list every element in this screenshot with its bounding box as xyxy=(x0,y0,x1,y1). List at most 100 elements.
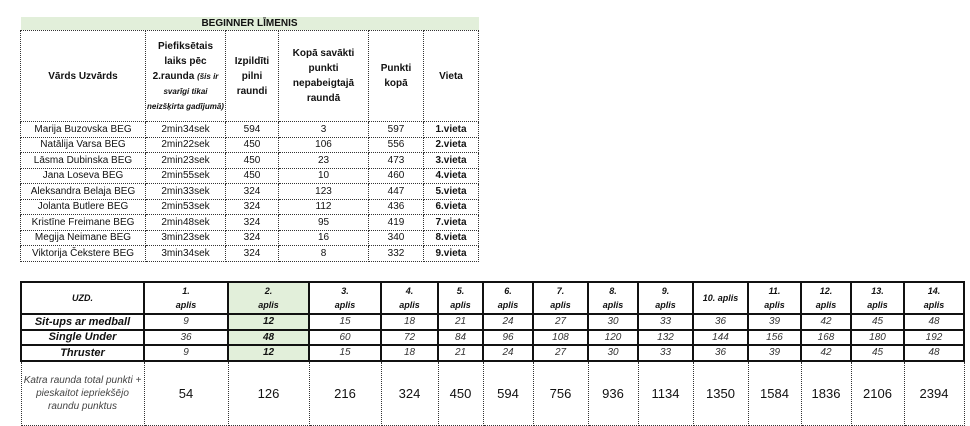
header-round: 6. aplis xyxy=(482,281,534,315)
rep-cell: 24 xyxy=(482,344,534,362)
rounds-table: UZD. 1. aplis 2. aplis 3. aplis 4. aplis 5. aplis 6… xyxy=(20,281,965,426)
round-number: 2. xyxy=(264,286,273,296)
rep-cell: 24 xyxy=(482,313,534,331)
round-word: aplis xyxy=(815,300,837,310)
header-round: 14. aplis xyxy=(903,281,965,315)
cell-total: 419 xyxy=(368,214,424,231)
cell-rounds: 324 xyxy=(225,198,279,215)
total-cell: 2106 xyxy=(850,360,905,426)
header-round: 3. aplis xyxy=(308,281,382,315)
rep-cell: 144 xyxy=(692,328,749,346)
cell-total: 460 xyxy=(368,167,424,184)
cell-rounds: 324 xyxy=(225,245,279,262)
rep-cell: 15 xyxy=(308,344,382,362)
header-place: Vieta xyxy=(422,30,480,122)
rep-cell: 45 xyxy=(850,344,905,362)
header-time-note: (šis ir svarīgi tikai neizšķirta gadījum… xyxy=(147,71,224,111)
cell-rounds: 324 xyxy=(225,183,279,200)
rep-cell: 132 xyxy=(637,328,694,346)
cell-place: 5.vieta xyxy=(422,183,480,200)
rep-cell: 21 xyxy=(437,344,484,362)
cell-place: 3.vieta xyxy=(422,152,480,169)
header-round: 9. aplis xyxy=(637,281,694,315)
total-cell: 756 xyxy=(532,360,589,426)
total-cell: 1584 xyxy=(747,360,802,426)
cell-name: Kristīne Freimane BEG xyxy=(20,214,146,231)
totals-row: Katra raunda total punkti + pieskaitot i… xyxy=(20,360,965,426)
rep-cell: 27 xyxy=(532,344,589,362)
rep-cell: 192 xyxy=(903,328,965,346)
rep-cell: 96 xyxy=(482,328,534,346)
header-total: Punkti kopā xyxy=(368,30,424,122)
exercise-row: Thruster 9 12 15 18 21 24 27 30 33 36 39 42 45 48 xyxy=(20,344,965,362)
cell-name: Megija Neimane BEG xyxy=(20,229,146,246)
cell-name: Lāsma Dubinska BEG xyxy=(20,152,146,169)
rep-cell: 9 xyxy=(143,344,229,362)
rep-cell: 21 xyxy=(437,313,484,331)
cell-partial: 23 xyxy=(278,152,369,169)
rep-cell: 42 xyxy=(800,344,852,362)
total-cell: 594 xyxy=(482,360,534,426)
round-word: aplis xyxy=(450,300,471,310)
round-word: aplis xyxy=(867,300,888,310)
round-number: 3. xyxy=(341,286,349,296)
header-round: 11. aplis xyxy=(747,281,802,315)
header-round: 7. aplis xyxy=(532,281,589,315)
round-number: 10. xyxy=(702,293,716,303)
total-cell: 1134 xyxy=(637,360,694,426)
rep-cell: 9 xyxy=(143,313,229,331)
round-number: 8. xyxy=(609,286,617,296)
table-title: BEGINNER LĪMENIS xyxy=(20,17,479,31)
rep-cell: 36 xyxy=(692,344,749,362)
rep-cell: 36 xyxy=(692,313,749,331)
round-number: 9. xyxy=(661,286,670,296)
round-number: 11. xyxy=(768,286,781,296)
table-row: Kristīne Freimane BEG 2min48sek 324 95 419 7.… xyxy=(20,214,480,231)
round-word: aplis xyxy=(602,300,624,310)
exercise-name: Thruster xyxy=(20,344,145,362)
rep-cell: 27 xyxy=(532,313,589,331)
cell-place: 2.vieta xyxy=(422,136,480,153)
rep-cell: 39 xyxy=(747,344,802,362)
rep-cell: 48 xyxy=(903,344,965,362)
total-cell: 450 xyxy=(437,360,484,426)
cell-partial: 8 xyxy=(278,245,369,262)
cell-time: 3min23sek xyxy=(145,229,226,246)
round-number: 7. xyxy=(556,286,565,296)
round-number: 4. xyxy=(405,286,414,296)
cell-total: 556 xyxy=(368,136,424,153)
total-cell: 1836 xyxy=(800,360,852,426)
cell-place: 9.vieta xyxy=(422,245,480,262)
cell-place: 1.vieta xyxy=(422,121,480,138)
header-name: Vārds Uzvārds xyxy=(20,30,146,122)
table-row: Aleksandra Belaja BEG 2min33sek 324 123 447 5… xyxy=(20,183,480,200)
rep-cell: 36 xyxy=(143,328,229,346)
exercise-row: Single Under 36 48 60 72 84 96 108 120 132 144 156 1… xyxy=(20,328,965,346)
rep-cell: 84 xyxy=(437,328,484,346)
round-word: aplis xyxy=(258,300,279,310)
round-number: 1. xyxy=(182,286,190,296)
round-word: aplis xyxy=(399,300,420,310)
cell-rounds: 594 xyxy=(225,121,279,138)
rep-cell: 45 xyxy=(850,313,905,331)
cell-place: 4.vieta xyxy=(422,167,480,184)
rep-cell: 156 xyxy=(747,328,802,346)
rep-cell: 18 xyxy=(380,344,439,362)
rep-cell: 33 xyxy=(637,344,694,362)
cell-time: 2min23sek xyxy=(145,152,226,169)
cell-total: 597 xyxy=(368,121,424,138)
rep-cell: 180 xyxy=(850,328,905,346)
header-round: 4. aplis xyxy=(380,281,439,315)
round-word: aplis xyxy=(923,300,945,310)
cell-time: 2min53sek xyxy=(145,198,226,215)
cell-time: 3min34sek xyxy=(145,245,226,262)
table-row: Marija Buzovska BEG 2min34sek 594 3 597 1.vie… xyxy=(20,121,480,138)
cell-time: 2min55sek xyxy=(145,167,226,184)
rep-cell: 42 xyxy=(800,313,852,331)
exercise-name: Sit-ups ar medball xyxy=(20,313,145,331)
header-rounds: Izpildīti pilni raundi xyxy=(225,30,279,122)
cell-partial: 95 xyxy=(278,214,369,231)
total-cell: 324 xyxy=(380,360,439,426)
round-word: aplis xyxy=(764,300,785,310)
round-word: aplis xyxy=(497,300,519,310)
